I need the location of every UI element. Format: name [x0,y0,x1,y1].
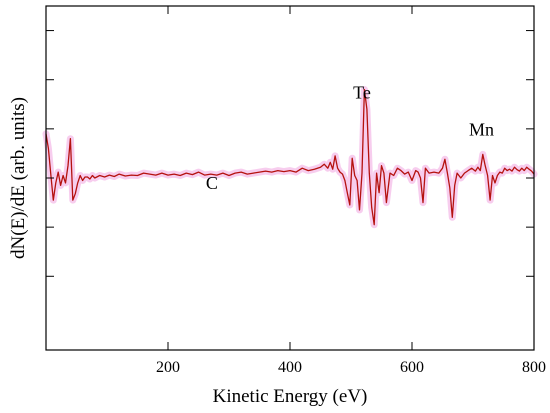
annotation-c: C [206,173,218,193]
annotation-mn: Mn [469,120,494,140]
series-line [45,88,535,226]
x-tick-label: 200 [156,359,180,376]
series-highlight [42,86,538,229]
plot-area [42,86,538,229]
labels: 200 400 600 800 Kinetic Energy (eV) dN(E)/dE … [8,82,546,407]
y-axis-title: dN(E)/dE (arb. units) [8,97,29,259]
annotation-te: Te [353,82,371,102]
x-tick-label: 400 [278,359,302,376]
axis-ticks [46,6,535,350]
x-axis-title: Kinetic Energy (eV) [213,386,368,407]
x-tick-label: 800 [522,359,546,376]
plot-frame [45,5,535,351]
x-tick-label: 600 [400,359,424,376]
